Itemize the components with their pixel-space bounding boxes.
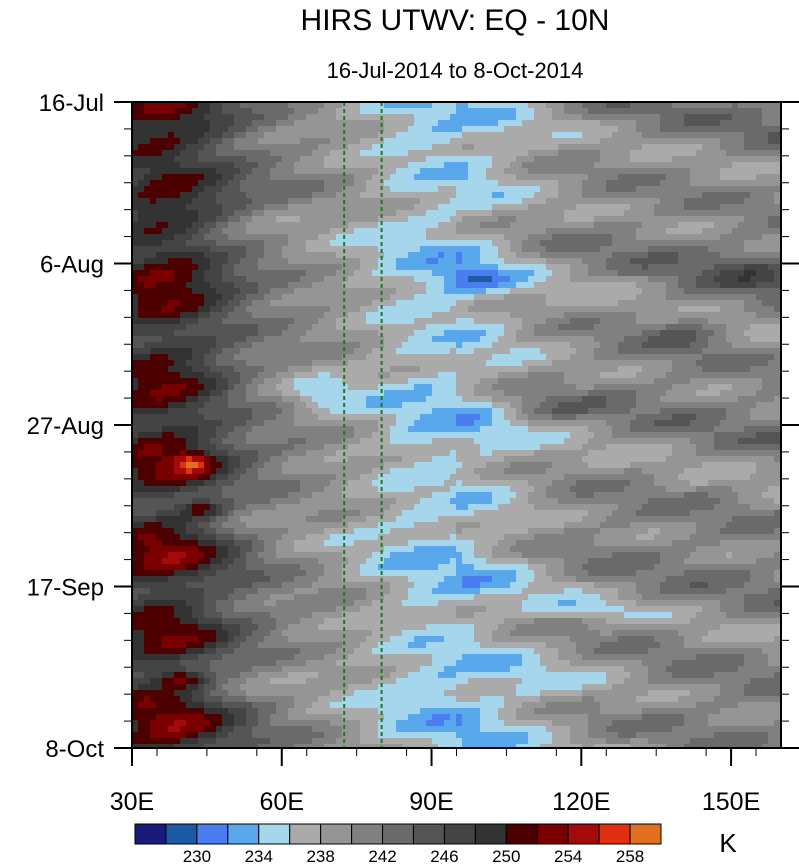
colorbar-unit: K [719,828,737,858]
colorbar-swatch-1 [134,823,167,845]
colorbar-swatch-9 [382,823,414,845]
colorbar-label-234: 234 [245,847,273,864]
colorbar-swatch-2 [165,823,198,845]
colorbar-label-230: 230 [183,847,211,864]
colorbar-swatch-4 [227,823,260,845]
y-tick-label-1: 16-Jul [39,90,104,117]
x-tick-label-2: 60E [260,788,304,816]
colorbar-label-238: 238 [306,847,334,864]
colorbar-label-246: 246 [430,847,458,864]
x-tick-label-3: 90E [409,788,453,816]
y-tick-label-4: 17-Sep [27,575,104,602]
y-axis: 16-Jul 6-Aug 27-Aug 17-Sep 8-Oct [27,90,799,763]
reference-lines [343,102,383,748]
colorbar-label-258: 258 [616,847,644,864]
chart-subtitle: 16-Jul-2014 to 8-Oct-2014 [327,58,584,83]
y-tick-label-3: 27-Aug [27,413,104,440]
data-field [132,102,781,748]
colorbar-swatch-3 [196,823,229,845]
colorbar-swatch-16 [598,823,631,845]
colorbar-label-250: 250 [492,847,520,864]
y-tick-label-5: 8-Oct [45,736,104,763]
x-tick-label-1: 30E [110,788,154,816]
colorbar: 230 234 238 242 246 250 254 258 K [134,823,737,864]
colorbar-label-254: 254 [554,847,582,864]
x-tick-label-5: 150E [702,788,760,816]
colorbar-swatch-12 [474,823,507,845]
colorbar-swatch-6 [289,823,322,845]
colorbar-swatch-10 [412,823,445,845]
colorbar-swatch-17 [629,823,662,845]
y-tick-label-2: 6-Aug [40,252,104,279]
colorbar-swatch-13 [505,823,538,845]
colorbar-swatch-5 [258,823,291,845]
colorbar-swatch-7 [320,823,353,845]
colorbar-swatch-15 [567,823,600,845]
x-tick-label-4: 120E [552,788,610,816]
x-axis: 30E 60E 90E 120E 150E [110,748,760,816]
chart-title: HIRS UTWV: EQ - 10N [301,4,610,37]
colorbar-swatch-14 [536,823,569,845]
colorbar-swatch-8 [351,823,384,845]
colorbar-label-242: 242 [368,847,396,864]
colorbar-swatch-11 [443,823,476,845]
